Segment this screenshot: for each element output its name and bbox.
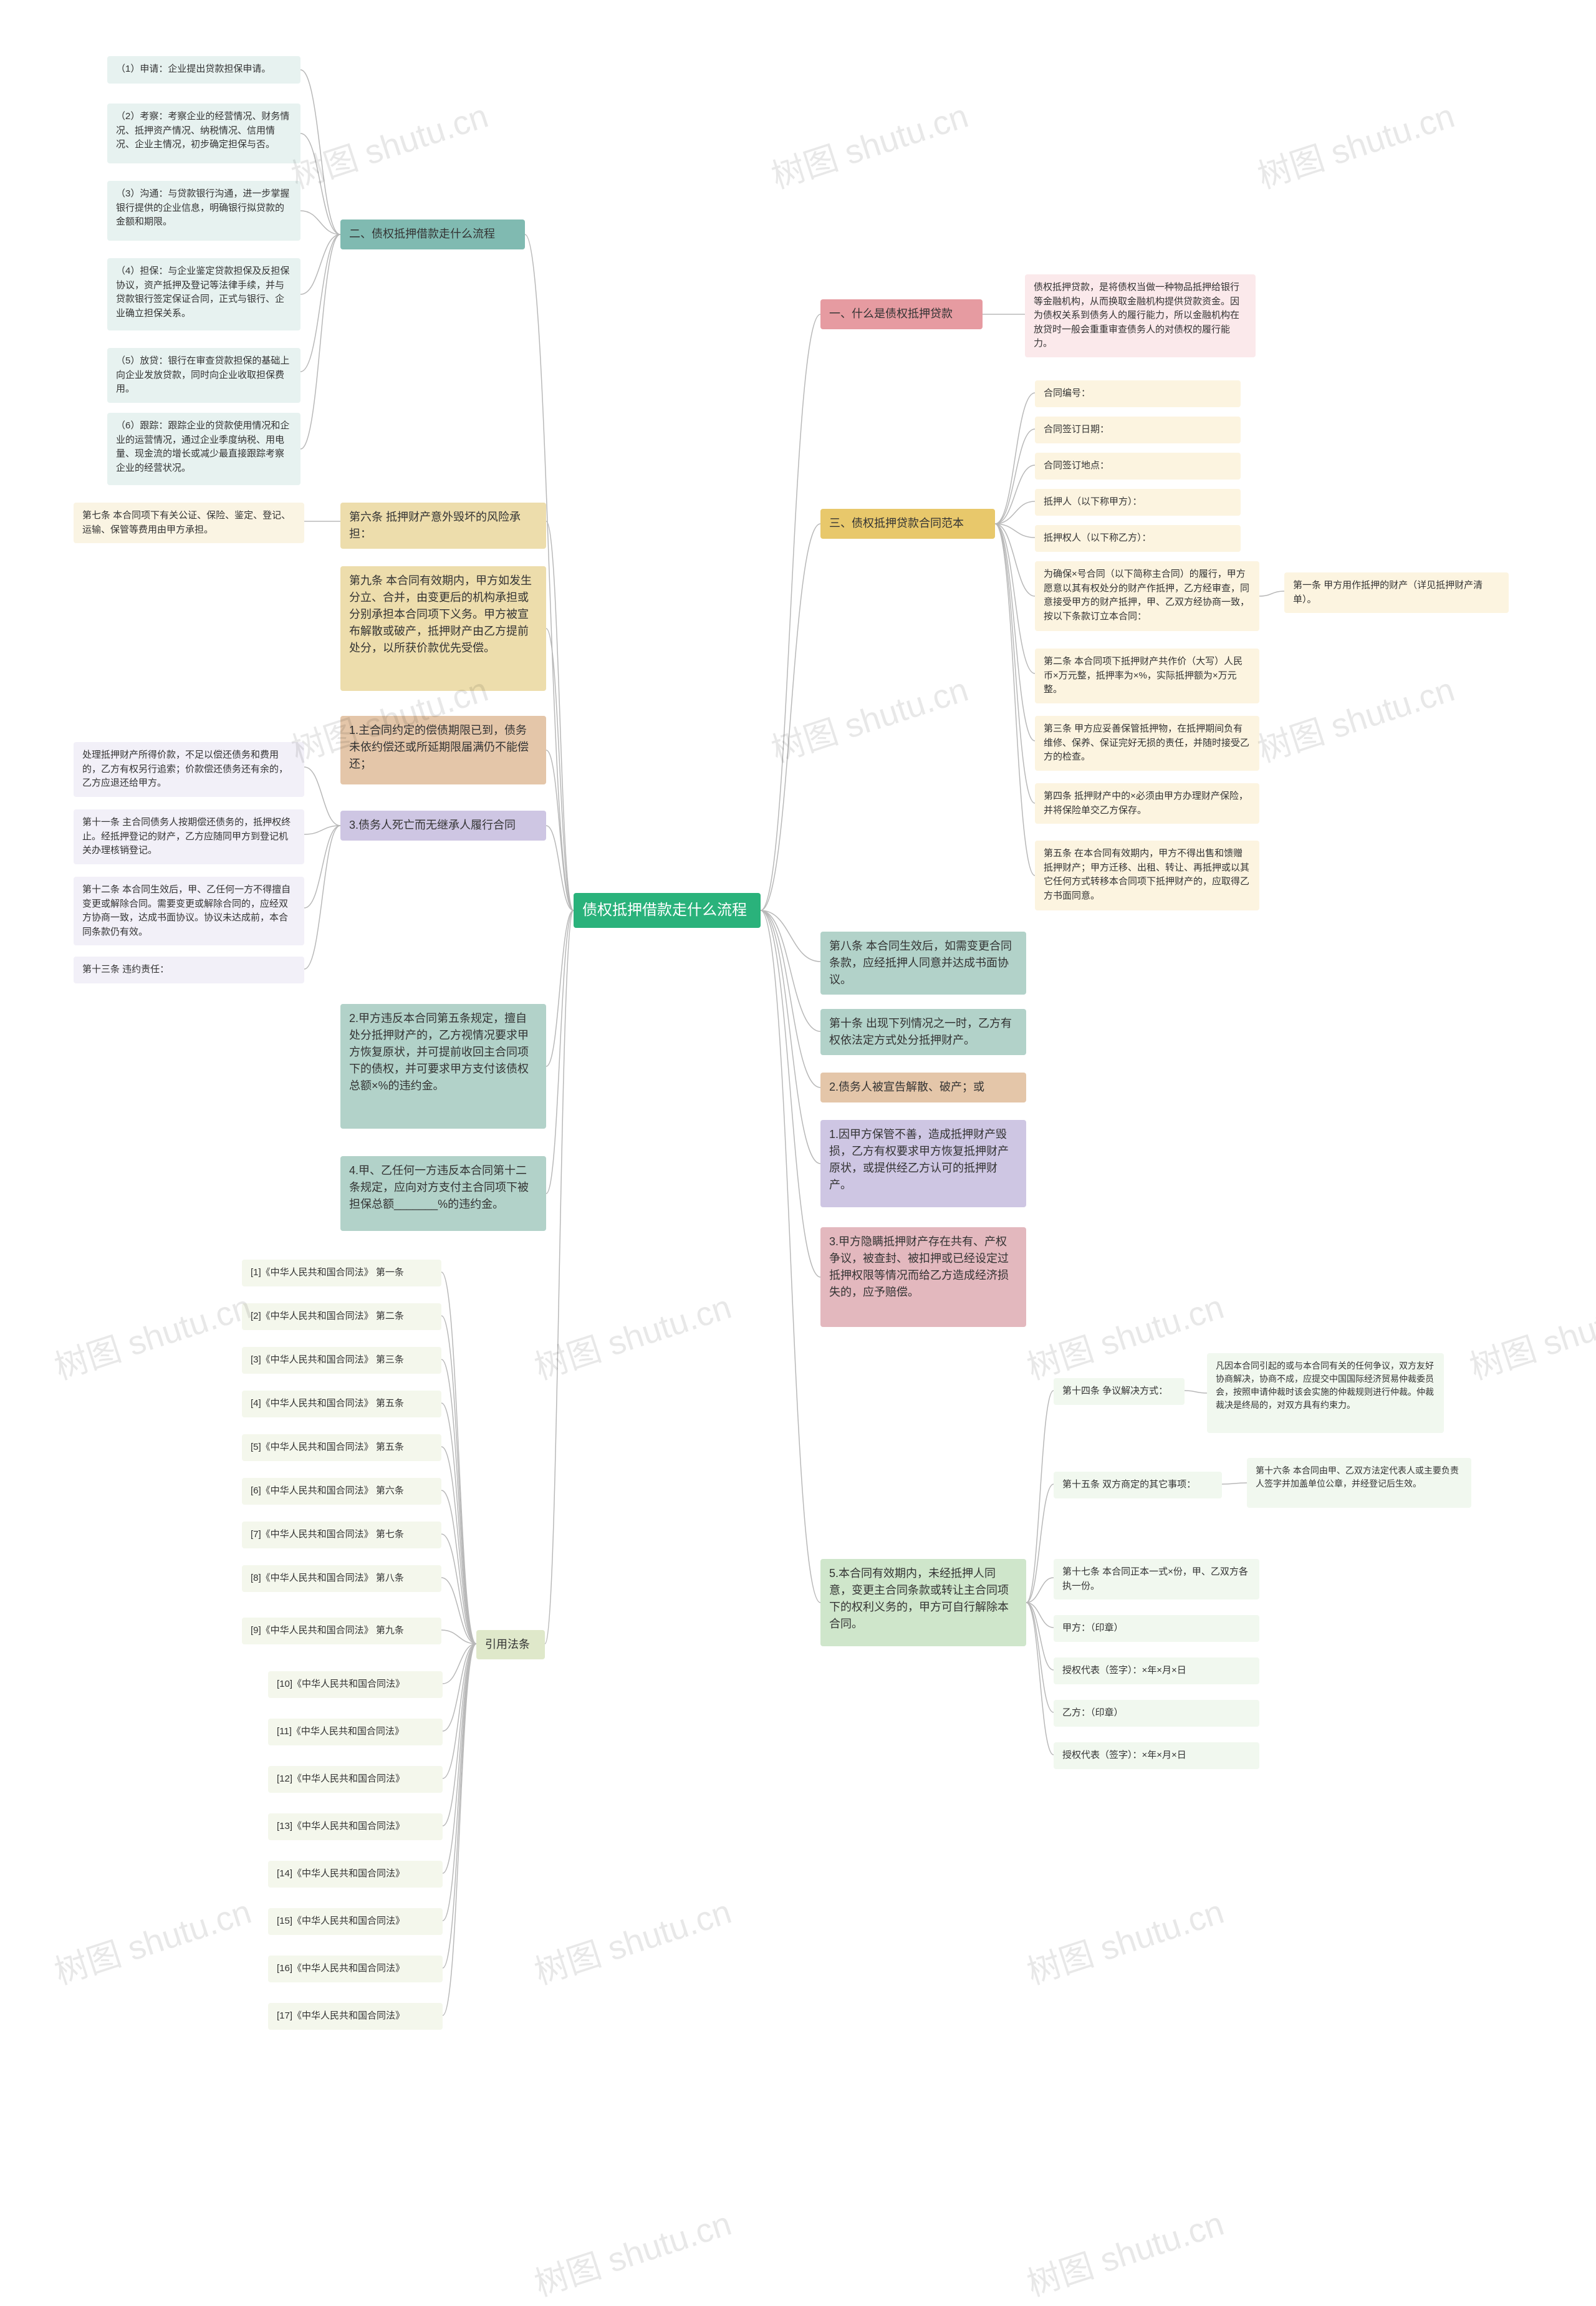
node-b2_5: （5）放贷：银行在审查贷款担保的基础上向企业发放贷款，同时向企业收取担保费用。 xyxy=(107,348,300,403)
node-l9: [9]《中华人民共和国合同法》 第九条 xyxy=(242,1618,441,1644)
node-r5_17: 第十七条 本合同正本一式×份，甲、乙双方各执一份。 xyxy=(1054,1559,1259,1599)
node-l5: [5]《中华人民共和国合同法》 第五条 xyxy=(242,1434,441,1461)
node-l8: [8]《中华人民共和国合同法》 第八条 xyxy=(242,1565,441,1592)
node-b2_2: （2）考察：考察企业的经营情况、财务情况、抵押资产情况、纳税情况、信用情况、企业… xyxy=(107,104,300,163)
node-b_sub2: 2.甲方违反本合同第五条规定，擅自处分抵押财产的，乙方视情况要求甲方恢复原状，并… xyxy=(340,1004,546,1129)
watermark: 树图 shutu.cn xyxy=(527,1884,737,1994)
watermark: 树图 shutu.cn xyxy=(764,88,974,198)
node-r5_14: 第十四条 争议解决方式： xyxy=(1054,1378,1185,1405)
node-l17: [17]《中华人民共和国合同法》 xyxy=(268,2003,443,2030)
node-b2_6: （6）跟踪：跟踪企业的贷款使用情况和企业的运营情况，通过企业季度纳税、用电量、现… xyxy=(107,413,300,485)
node-b3_5: 抵押权人（以下称乙方）： xyxy=(1035,525,1241,552)
node-l7: [7]《中华人民共和国合同法》 第七条 xyxy=(242,1522,441,1548)
node-r_a5: 5.本合同有效期内，未经抵押人同意，变更主合同条款或转让主合同项下的权利义务的，… xyxy=(820,1559,1026,1646)
node-r5_19: 授权代表（签字）：×年×月×日 xyxy=(1054,1657,1259,1684)
node-l4: [4]《中华人民共和国合同法》 第五条 xyxy=(242,1391,441,1417)
node-b3_4: 抵押人（以下称甲方）： xyxy=(1035,489,1241,516)
node-l14: [14]《中华人民共和国合同法》 xyxy=(268,1861,443,1888)
node-b2: 二、债权抵押借款走什么流程 xyxy=(340,220,525,249)
node-r_a2: 2.债务人被宣告解散、破产；或 xyxy=(820,1073,1026,1102)
node-b3_6: 为确保×号合同（以下简称主合同）的履行，甲方愿意以其有权处分的财产作抵押，乙方经… xyxy=(1035,561,1259,631)
node-b_sub3_2: 第十一条 主合同债务人按期偿还债务的，抵押权终止。经抵押登记的财产，乙方应随同甲… xyxy=(74,809,304,864)
node-r5_21: 授权代表（签字）：×年×月×日 xyxy=(1054,1742,1259,1769)
node-b3_10: 第五条 在本合同有效期内，甲方不得出售和馈赠抵押财产；甲方迁移、出租、转让、再抵… xyxy=(1035,841,1259,910)
watermark: 树图 shutu.cn xyxy=(527,1279,737,1389)
node-b_sub3_1: 处理抵押财产所得价款，不足以偿还债务和费用的，乙方有权另行追索；价款偿还债务还有… xyxy=(74,742,304,797)
node-b3_6_1: 第一条 甲方用作抵押的财产（详见抵押财产清单）。 xyxy=(1284,572,1509,613)
node-b_sub3_3: 第十二条 本合同生效后，甲、乙任何一方不得擅自变更或解除合同。需要变更或解除合同… xyxy=(74,877,304,945)
node-b6: 第六条 抵押财产意外毁坏的风险承担： xyxy=(340,503,546,549)
node-b6_1: 第七条 本合同项下有关公证、保险、鉴定、登记、运输、保管等费用由甲方承担。 xyxy=(74,503,304,543)
node-b_sub4: 4.甲、乙任何一方违反本合同第十二条规定，应向对方支付主合同项下被担保总额___… xyxy=(340,1156,546,1231)
node-b_sub1: 1.主合同约定的偿债期限已到，债务未依约偿还或所延期限届满仍不能偿还； xyxy=(340,716,546,784)
node-l16: [16]《中华人民共和国合同法》 xyxy=(268,1956,443,1982)
node-b3_3: 合同签订地点： xyxy=(1035,453,1241,480)
node-b2_3: （3）沟通：与贷款银行沟通，进一步掌握银行提供的企业信息，明确银行拟贷款的金额和… xyxy=(107,181,300,241)
watermark: 树图 shutu.cn xyxy=(527,2196,737,2305)
node-r_a3: 3.甲方隐瞒抵押财产存在共有、产权争议，被查封、被扣押或已经设定过抵押权限等情况… xyxy=(820,1227,1026,1327)
node-l10: [10]《中华人民共和国合同法》 xyxy=(268,1671,443,1698)
node-l3: [3]《中华人民共和国合同法》 第三条 xyxy=(242,1347,441,1374)
node-b2_1: （1）申请：企业提出贷款担保申请。 xyxy=(107,56,300,84)
node-l12: [12]《中华人民共和国合同法》 xyxy=(268,1766,443,1793)
node-l15: [15]《中华人民共和国合同法》 xyxy=(268,1908,443,1935)
node-l6: [6]《中华人民共和国合同法》 第六条 xyxy=(242,1478,441,1505)
node-l13: [13]《中华人民共和国合同法》 xyxy=(268,1813,443,1840)
node-b_sub3: 3.债务人死亡而无继承人履行合同 xyxy=(340,811,546,841)
watermark: 树图 shutu.cn xyxy=(284,88,494,198)
watermark: 树图 shutu.cn xyxy=(1463,1279,1596,1389)
node-b1: 一、什么是债权抵押贷款 xyxy=(820,299,983,329)
node-b3: 三、债权抵押贷款合同范本 xyxy=(820,509,995,539)
node-r5_16: 第十六条 本合同由甲、乙双方法定代表人或主要负责人签字并加盖单位公章，并经登记后… xyxy=(1247,1458,1471,1508)
node-r10: 第十条 出现下列情况之一时，乙方有权依法定方式处分抵押财产。 xyxy=(820,1009,1026,1055)
watermark: 树图 shutu.cn xyxy=(47,1884,257,1994)
watermark: 树图 shutu.cn xyxy=(764,662,974,771)
node-b3_7: 第二条 本合同项下抵押财产共作价（大写）人民币×万元整，抵押率为×%，实际抵押额… xyxy=(1035,649,1259,703)
node-b9: 第九条 本合同有效期内，甲方如发生分立、合并，由变更后的机构承担或分别承担本合同… xyxy=(340,566,546,691)
node-r5_14_1: 凡因本合同引起的或与本合同有关的任何争议，双方友好协商解决，协商不成，应提交中国… xyxy=(1207,1353,1444,1433)
node-l1: [1]《中华人民共和国合同法》 第一条 xyxy=(242,1260,441,1286)
node-b3_2: 合同签订日期： xyxy=(1035,417,1241,443)
node-b2_4: （4）担保：与企业鉴定贷款担保及反担保协议，资产抵押及登记等法律手续，并与贷款银… xyxy=(107,258,300,330)
node-b3_8: 第三条 甲方应妥善保管抵押物，在抵押期间负有维修、保养、保证完好无损的责任，并随… xyxy=(1035,716,1259,771)
node-b_sub3_4: 第十三条 违约责任： xyxy=(74,957,304,983)
node-root: 债权抵押借款走什么流程 xyxy=(574,893,761,928)
watermark: 树图 shutu.cn xyxy=(1251,88,1460,198)
node-r5_15: 第十五条 双方商定的其它事项： xyxy=(1054,1472,1222,1498)
connectors-layer xyxy=(0,0,1596,2277)
watermark: 树图 shutu.cn xyxy=(1020,2196,1229,2305)
node-laws: 引用法条 xyxy=(476,1630,545,1659)
node-r5_20: 乙方：（印章） xyxy=(1054,1700,1259,1727)
watermark: 树图 shutu.cn xyxy=(47,1279,257,1389)
node-b3_9: 第四条 抵押财产中的×必须由甲方办理财产保险，并将保险单交乙方保存。 xyxy=(1035,783,1259,824)
watermark: 树图 shutu.cn xyxy=(1020,1884,1229,1994)
node-b1_1: 债权抵押贷款，是将债权当做一种物品抵押给银行等金融机构，从而换取金融机构提供贷款… xyxy=(1025,274,1256,357)
node-r_a1: 1.因甲方保管不善，造成抵押财产毁损，乙方有权要求甲方恢复抵押财产原状，或提供经… xyxy=(820,1120,1026,1207)
node-l2: [2]《中华人民共和国合同法》 第二条 xyxy=(242,1303,441,1330)
node-r8: 第八条 本合同生效后，如需变更合同条款，应经抵押人同意并达成书面协议。 xyxy=(820,932,1026,995)
watermark: 树图 shutu.cn xyxy=(1020,1279,1229,1389)
node-b3_1: 合同编号： xyxy=(1035,380,1241,407)
watermark: 树图 shutu.cn xyxy=(1251,662,1460,771)
node-r5_18: 甲方：（印章） xyxy=(1054,1615,1259,1642)
node-l11: [11]《中华人民共和国合同法》 xyxy=(268,1719,443,1745)
